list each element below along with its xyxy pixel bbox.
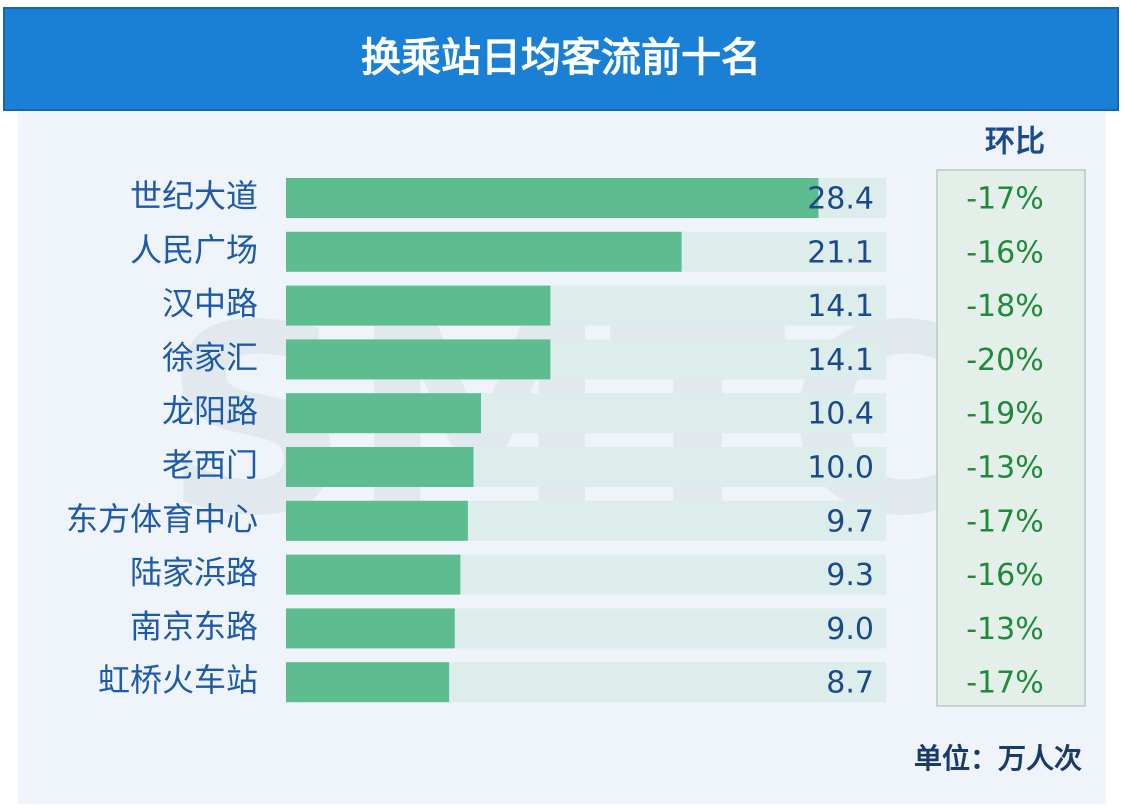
bar xyxy=(286,554,461,595)
change-label: -20% xyxy=(966,343,1044,378)
value-label: 9.0 xyxy=(826,612,874,647)
value-label: 8.7 xyxy=(826,666,874,701)
value-label: 21.1 xyxy=(807,235,874,270)
change-label: -18% xyxy=(966,289,1044,324)
change-label: -17% xyxy=(966,504,1044,539)
category-label: 东方体育中心 xyxy=(66,500,258,538)
value-label: 28.4 xyxy=(807,182,874,217)
change-label: -17% xyxy=(966,182,1044,217)
bar xyxy=(286,662,450,703)
value-label: 9.3 xyxy=(826,558,874,593)
change-box xyxy=(936,169,1086,707)
bar xyxy=(286,285,551,326)
bar xyxy=(286,447,474,487)
category-label: 汉中路 xyxy=(162,285,258,323)
bar xyxy=(286,608,455,649)
change-label: -16% xyxy=(966,235,1044,270)
category-label: 老西门 xyxy=(162,446,258,484)
category-label: 南京东路 xyxy=(130,607,258,645)
bar xyxy=(286,231,682,272)
category-label: 徐家汇 xyxy=(162,338,258,376)
title-bar xyxy=(3,7,1119,111)
value-label: 14.1 xyxy=(807,343,874,378)
value-label: 10.4 xyxy=(807,397,874,432)
value-label: 9.7 xyxy=(826,504,874,539)
bar xyxy=(286,178,819,218)
value-label: 10.0 xyxy=(807,451,874,486)
bar xyxy=(286,393,481,434)
change-label: -16% xyxy=(966,558,1044,593)
change-label: -17% xyxy=(966,666,1044,701)
value-label: 14.1 xyxy=(807,289,874,324)
bar xyxy=(286,339,551,380)
category-label: 陆家浜路 xyxy=(130,554,258,592)
chart-title: 换乘站日均客流前十名 xyxy=(361,35,761,81)
category-label: 龙阳路 xyxy=(162,392,258,430)
category-label: 虹桥火车站 xyxy=(98,661,258,699)
change-label: -13% xyxy=(966,451,1044,486)
category-label: 世纪大道 xyxy=(130,177,258,215)
change-label: -19% xyxy=(966,397,1044,432)
category-label: 人民广场 xyxy=(130,231,258,269)
bar xyxy=(286,500,468,541)
unit-label: 单位：万人次 xyxy=(914,742,1082,775)
change-label: -13% xyxy=(966,612,1044,647)
change-header: 环比 xyxy=(985,125,1045,160)
